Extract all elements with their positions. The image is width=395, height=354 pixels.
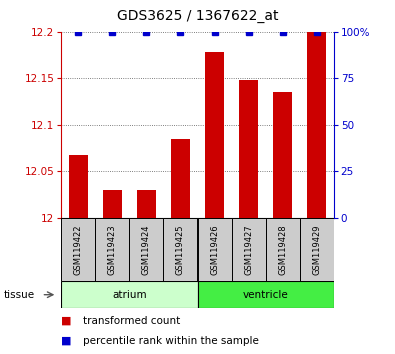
Text: tissue: tissue — [4, 290, 35, 300]
Text: ■: ■ — [61, 336, 72, 346]
Bar — [69, 154, 88, 218]
Bar — [95, 218, 130, 281]
Bar — [198, 281, 334, 308]
Text: atrium: atrium — [112, 290, 147, 300]
Text: GSM119426: GSM119426 — [210, 224, 219, 275]
Text: GSM119425: GSM119425 — [176, 224, 185, 275]
Bar — [239, 80, 258, 218]
Text: GSM119427: GSM119427 — [244, 224, 253, 275]
Bar — [231, 218, 265, 281]
Text: GSM119423: GSM119423 — [108, 224, 117, 275]
Text: GDS3625 / 1367622_at: GDS3625 / 1367622_at — [117, 9, 278, 23]
Bar — [61, 281, 197, 308]
Bar — [307, 32, 326, 218]
Text: percentile rank within the sample: percentile rank within the sample — [83, 336, 259, 346]
Bar — [103, 190, 122, 218]
Bar — [164, 218, 198, 281]
Bar — [171, 139, 190, 218]
Bar — [198, 218, 231, 281]
Text: GSM119428: GSM119428 — [278, 224, 287, 275]
Text: GSM119424: GSM119424 — [142, 224, 151, 275]
Bar — [130, 218, 164, 281]
Bar — [273, 92, 292, 218]
Bar — [137, 190, 156, 218]
Bar — [61, 218, 95, 281]
Text: transformed count: transformed count — [83, 316, 180, 326]
Text: ventricle: ventricle — [243, 290, 288, 300]
Bar — [205, 52, 224, 218]
Text: ■: ■ — [61, 316, 72, 326]
Text: GSM119422: GSM119422 — [74, 224, 83, 275]
Bar — [265, 218, 300, 281]
Bar — [300, 218, 334, 281]
Text: GSM119429: GSM119429 — [312, 224, 321, 275]
